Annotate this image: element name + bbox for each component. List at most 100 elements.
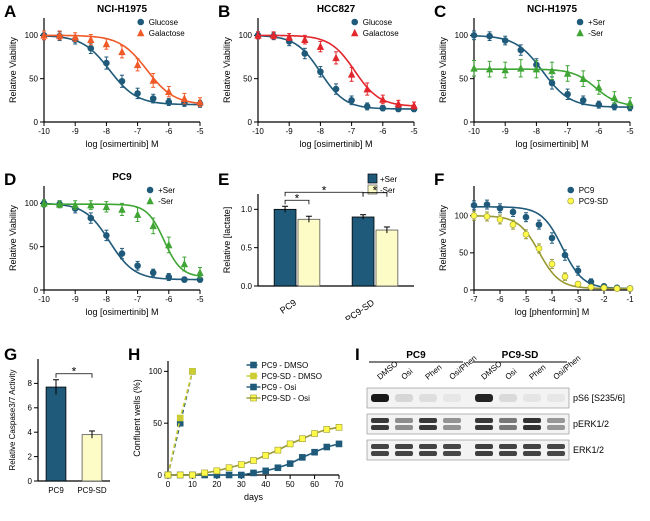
svg-text:-3: -3	[574, 295, 582, 304]
chart-D: 050100-10-9-8-7-6-5log [osimertinib] MRe…	[6, 170, 206, 320]
svg-text:PC9-SD: PC9-SD	[343, 297, 376, 320]
svg-text:Relative Viability: Relative Viability	[222, 37, 232, 103]
svg-text:-7: -7	[348, 127, 356, 136]
svg-text:+Ser: +Ser	[158, 186, 175, 195]
svg-text:0: 0	[464, 286, 469, 295]
svg-text:PC9: PC9	[406, 350, 426, 361]
svg-text:-9: -9	[72, 295, 80, 304]
svg-text:*: *	[322, 183, 327, 197]
svg-text:PC9-SD: PC9-SD	[77, 486, 107, 495]
svg-text:log [osimertinib] M: log [osimertinib] M	[515, 139, 588, 149]
svg-text:*: *	[72, 365, 77, 379]
svg-text:DMSO: DMSO	[376, 359, 400, 381]
svg-text:-Ser: -Ser	[158, 197, 173, 206]
svg-text:6: 6	[28, 404, 33, 413]
svg-text:-5: -5	[626, 127, 634, 136]
svg-text:50: 50	[29, 74, 38, 83]
svg-text:log [osimertinib] M: log [osimertinib] M	[85, 307, 158, 317]
svg-text:PC9 - Osi: PC9 - Osi	[262, 383, 297, 392]
svg-text:NCI-H1975: NCI-H1975	[527, 4, 577, 15]
svg-text:pERK1/2: pERK1/2	[573, 419, 609, 429]
svg-text:-7: -7	[470, 295, 478, 304]
svg-text:Glucose: Glucose	[363, 18, 393, 27]
svg-text:50: 50	[286, 480, 295, 489]
svg-text:-8: -8	[317, 127, 325, 136]
svg-text:100: 100	[25, 31, 39, 40]
chart-B: 0 50 100 -10 -9 -8 -7 -6 -5 log [osimertinib] M Re…	[220, 2, 420, 152]
svg-text:100: 100	[455, 31, 469, 40]
svg-text:Relative Viability: Relative Viability	[8, 205, 18, 271]
svg-text:PC9: PC9	[48, 486, 64, 495]
svg-text:Relative [lactate]: Relative [lactate]	[222, 207, 232, 274]
svg-text:8: 8	[28, 379, 33, 388]
svg-text:PC9-SD: PC9-SD	[502, 350, 539, 361]
panel-label-I: I	[355, 345, 360, 365]
svg-text:ERK1/2: ERK1/2	[573, 445, 604, 455]
svg-text:50: 50	[243, 74, 252, 83]
western-blot: PC9PC9-SDDMSOOsiPhenOsi/PhenDMSOOsiPhenO…	[365, 348, 645, 508]
svg-text:-5: -5	[522, 295, 530, 304]
svg-text:50: 50	[153, 419, 162, 428]
svg-text:Osi/Phen: Osi/Phen	[552, 353, 583, 381]
svg-text:-6: -6	[379, 127, 387, 136]
svg-text:Glucose: Glucose	[149, 18, 179, 27]
svg-text:100: 100	[455, 212, 469, 221]
svg-text:70: 70	[335, 480, 344, 489]
svg-text:-1: -1	[626, 295, 634, 304]
svg-text:20: 20	[212, 480, 221, 489]
svg-text:0: 0	[28, 477, 33, 486]
svg-text:NCI-H1975: NCI-H1975	[97, 4, 147, 15]
svg-text:log [phenformin] M: log [phenformin] M	[515, 307, 590, 317]
svg-text:PC9-SD - Osi: PC9-SD - Osi	[262, 394, 311, 403]
svg-text:-Ser: -Ser	[380, 186, 395, 195]
svg-text:-6: -6	[496, 295, 504, 304]
svg-text:-10: -10	[252, 127, 264, 136]
svg-text:100: 100	[239, 31, 253, 40]
svg-text:-5: -5	[196, 127, 204, 136]
svg-text:4: 4	[28, 428, 33, 437]
svg-text:-6: -6	[165, 295, 173, 304]
svg-text:Relative Viability: Relative Viability	[438, 205, 448, 271]
chart-F: 050100-7-6-5-4-3-2-1log [phenformin] MRe…	[436, 170, 636, 320]
svg-text:-9: -9	[72, 127, 80, 136]
svg-text:100: 100	[25, 199, 39, 208]
svg-text:*: *	[295, 191, 300, 205]
svg-text:PC9: PC9	[112, 172, 132, 183]
svg-text:40: 40	[261, 480, 270, 489]
chart-H: 050100010203040506070daysConfluent wells…	[130, 345, 345, 505]
svg-text:-6: -6	[595, 127, 603, 136]
svg-text:-5: -5	[410, 127, 418, 136]
svg-text:-10: -10	[38, 127, 50, 136]
svg-text:-9: -9	[286, 127, 294, 136]
svg-text:Relative Viability: Relative Viability	[8, 37, 18, 103]
svg-text:30: 30	[237, 480, 246, 489]
svg-text:Galactose: Galactose	[149, 29, 186, 38]
svg-text:0: 0	[34, 286, 39, 295]
svg-text:-8: -8	[103, 127, 111, 136]
svg-text:60: 60	[310, 480, 319, 489]
svg-text:-7: -7	[564, 127, 572, 136]
svg-text:Relative Caspase3/7 Activity: Relative Caspase3/7 Activity	[8, 370, 17, 471]
svg-text:0: 0	[248, 118, 253, 127]
svg-text:Osi: Osi	[400, 367, 415, 382]
svg-text:Phen: Phen	[424, 363, 444, 382]
svg-text:Confluent wells (%): Confluent wells (%)	[132, 379, 142, 457]
svg-text:50: 50	[459, 249, 468, 258]
svg-text:PC9 - DMSO: PC9 - DMSO	[262, 361, 309, 370]
svg-text:-2: -2	[600, 295, 608, 304]
svg-text:+Ser: +Ser	[588, 18, 605, 27]
chart-C: 050100-10-9-8-7-6-5log [osimertinib] MRe…	[436, 2, 636, 152]
svg-text:100: 100	[149, 367, 163, 376]
svg-text:+Ser: +Ser	[380, 175, 397, 184]
svg-text:-9: -9	[502, 127, 510, 136]
bar-chart-G: 02468Relative Caspase3/7 ActivityPC9PC9-…	[6, 345, 116, 505]
svg-text:PC9: PC9	[278, 297, 298, 315]
svg-text:10: 10	[188, 480, 197, 489]
svg-text:-7: -7	[134, 295, 142, 304]
svg-text:log [osimertinib] M: log [osimertinib] M	[299, 139, 372, 149]
svg-text:-5: -5	[196, 295, 204, 304]
svg-text:50: 50	[29, 242, 38, 251]
svg-text:0: 0	[158, 471, 163, 480]
svg-text:pS6 [S235/6]: pS6 [S235/6]	[573, 393, 625, 403]
svg-text:50: 50	[459, 74, 468, 83]
